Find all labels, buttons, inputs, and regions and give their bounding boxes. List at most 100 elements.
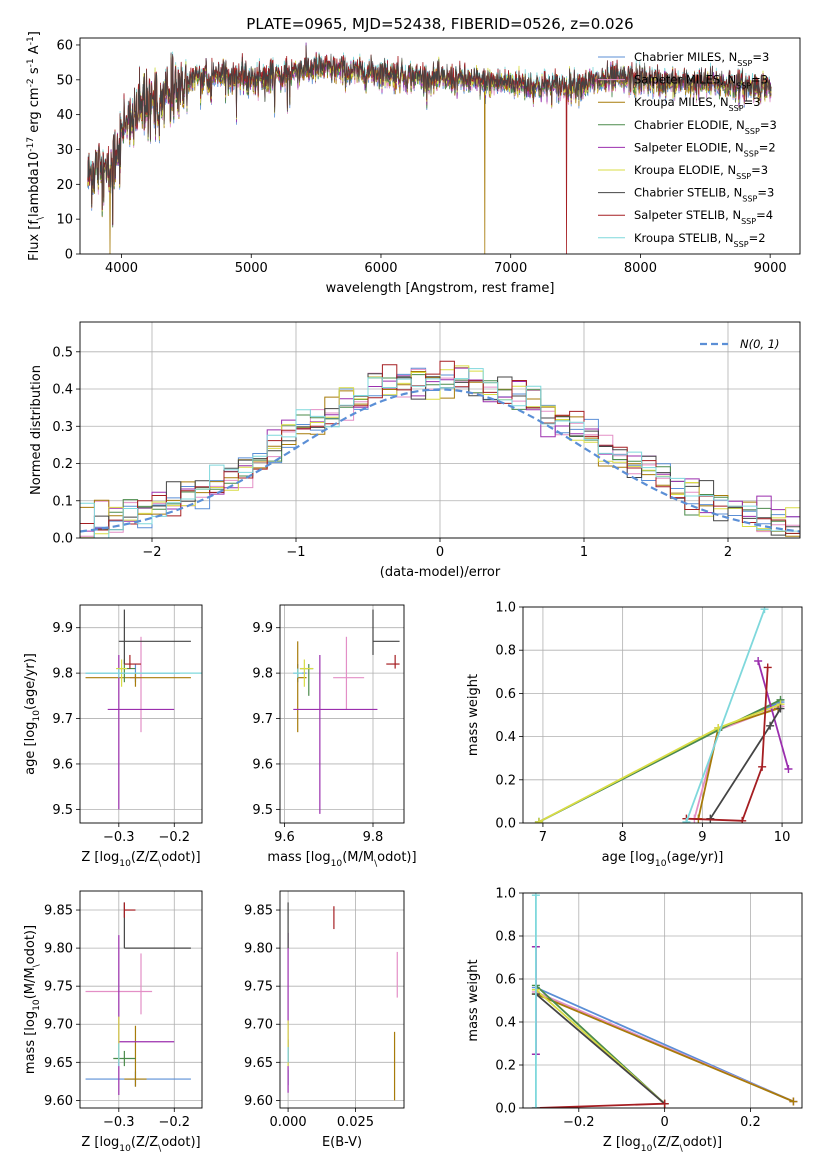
tick-label-y: 0.2 [495, 773, 516, 788]
axes-mass-vs-Z: −0.3 −0.2 9.60 9.65 9.70 9.75 9.80 9.85 Z [log10… [23, 890, 203, 1154]
figure-title: PLATE=0965, MJD=52438, FIBERID=0526, z=0… [246, 15, 633, 33]
tick-label-x: 4000 [105, 261, 138, 276]
tick-label-y: 0.2 [495, 1059, 516, 1074]
tick-label-y: 0.0 [495, 1102, 516, 1117]
tick-label-y: 0.3 [52, 420, 73, 435]
tick-label-y: 9.75 [44, 980, 73, 995]
tick-label-x: 6000 [364, 261, 397, 276]
errorbar-point [372, 609, 400, 655]
tick-label-y: 20 [56, 178, 73, 193]
ticks-residuals: −2 −1 0 1 2 0.0 0.1 0.2 0.3 0.4 0.5 (data-model)/er… [29, 321, 801, 580]
tick-label-y: 9.9 [52, 621, 73, 636]
y-axis-label: mass [log10(M/M\odot)] [23, 925, 42, 1074]
weight-series [706, 704, 785, 823]
errorbar-point [293, 654, 378, 814]
tick-label-y: 9.75 [244, 980, 273, 995]
weight-series [531, 990, 669, 1108]
y-axis-label: age [log10(age/yr)] [23, 653, 42, 775]
tick-label-y: 9.70 [244, 1018, 273, 1033]
plot-spectrum [87, 42, 772, 254]
errorbar-point [85, 668, 202, 678]
tick-label-y: 0 [65, 248, 73, 263]
tick-label-x: 5000 [235, 261, 268, 276]
x-axis-label: (data-model)/error [380, 565, 501, 580]
axes-spectrum: 4000 5000 6000 7000 8000 9000 0 10 20 30 40 50 60 wav… [26, 31, 801, 296]
weight-marker [789, 1097, 798, 1106]
tick-label-x: 8 [619, 830, 627, 845]
tick-label-y: 0.1 [52, 494, 73, 509]
weight-marker [531, 893, 540, 900]
axes-frame [79, 604, 203, 824]
errorbar-point [123, 902, 191, 949]
errorbar-point [124, 1025, 147, 1087]
y-axis-label: Normed distribution [29, 365, 44, 495]
ticks-weight-vs-age: 7 8 9 10 0.0 0.2 0.4 0.6 0.8 1.0 age [log10(age/yr… [466, 601, 803, 869]
tick-label-x: 1 [580, 545, 588, 560]
weight-marker [531, 1104, 540, 1108]
plot-weight-vs-age [534, 607, 793, 823]
errorbar-point [386, 654, 400, 669]
tick-label-y: 0.4 [52, 383, 73, 398]
tick-label-y: 0.4 [495, 730, 516, 745]
errorbar-point [293, 668, 303, 678]
weight-line [697, 707, 779, 819]
legend-label: Chabrier MILES, NSSP=3 [634, 50, 769, 68]
tick-label-x: −2 [142, 545, 161, 560]
tick-label-y: 9.65 [244, 1056, 273, 1071]
y-axis-label: Flux [f\lambda10-17 erg cm-2 s-1 A-1] [26, 31, 46, 261]
x-axis-label: Z [log10(Z/Z\odot)] [81, 1135, 200, 1154]
tick-label-y: 0.5 [52, 345, 73, 360]
weight-series [531, 1099, 669, 1108]
tick-label-y: 10 [56, 213, 73, 228]
tick-label-y: 1.0 [495, 887, 516, 902]
weight-line [535, 1102, 665, 1108]
tick-label-y: 9.80 [244, 942, 273, 957]
grid-mass-vs-ebv [280, 891, 404, 1108]
legend-label: Chabrier ELODIE, NSSP=3 [634, 118, 777, 136]
tick-label-y: 40 [56, 108, 73, 123]
errorbar-point [118, 609, 191, 665]
weight-marker [660, 1099, 669, 1108]
tick-label-x: 10 [774, 830, 791, 845]
ticks-age-vs-Z: −0.3 −0.2 9.5 9.6 9.7 9.8 9.9 Z [log10(Z/Z\odot… [23, 604, 203, 869]
plot-mass-vs-ebv [287, 902, 398, 1101]
tick-label-y: 9.60 [44, 1094, 73, 1109]
errorbar-point [107, 654, 175, 810]
tick-label-y: 9.70 [44, 1018, 73, 1033]
plot-weight-vs-Z [531, 893, 798, 1108]
errorbar-point [85, 673, 191, 687]
tick-label-x: −0.2 [158, 830, 190, 845]
tick-label-x: 9000 [754, 261, 787, 276]
tick-label-x: 9.8 [363, 830, 384, 845]
histogram-8 [80, 368, 800, 538]
tick-label-x: 0.2 [740, 1115, 761, 1130]
weight-line [757, 660, 790, 770]
axes-frame [79, 37, 801, 255]
tick-label-x: 8000 [624, 261, 657, 276]
axes-weight-vs-age: 7 8 9 10 0.0 0.2 0.4 0.6 0.8 1.0 age [log10(age/yr… [466, 601, 803, 869]
tick-label-y: 9.6 [252, 757, 273, 772]
tick-label-y: 9.7 [52, 712, 73, 727]
tick-label-y: 0.6 [495, 973, 516, 988]
tick-label-x: −0.3 [103, 1115, 135, 1130]
plot-residuals [80, 360, 800, 538]
weight-marker [738, 816, 747, 823]
weight-series [682, 607, 769, 823]
weight-line [685, 608, 766, 823]
errorbar-point [113, 1050, 136, 1067]
weight-line [535, 993, 666, 1105]
weight-marker [763, 663, 772, 672]
tick-label-y: 50 [56, 73, 73, 88]
tick-label-y: 9.80 [44, 942, 73, 957]
errorbar-point [118, 935, 175, 1096]
tick-label-y: 9.85 [244, 904, 273, 919]
normal-curve [80, 388, 800, 533]
axes-frame [79, 890, 203, 1109]
ticks-spectrum: 4000 5000 6000 7000 8000 9000 0 10 20 30 40 50 60 wav… [26, 31, 801, 296]
x-axis-label: wavelength [Angstrom, rest frame] [326, 281, 555, 296]
weight-marker [784, 765, 793, 773]
plot-age-vs-mass [293, 609, 400, 814]
tick-label-y: 9.5 [252, 803, 273, 818]
